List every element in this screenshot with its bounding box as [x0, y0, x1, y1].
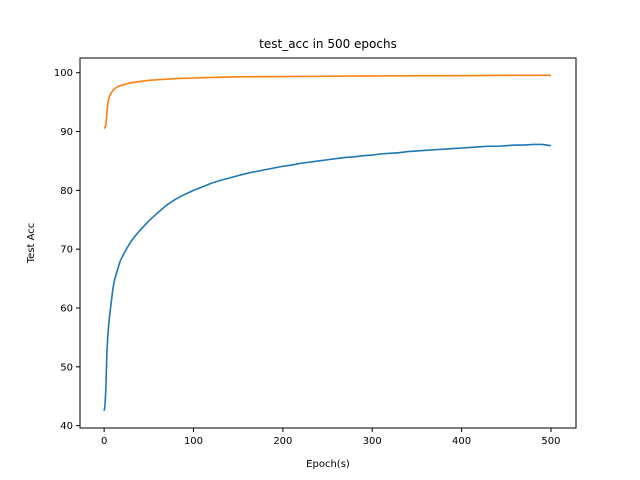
axes-frame [79, 57, 577, 429]
series-line-2 [103, 74, 551, 130]
y-axis: 40 50 60 70 80 90 100 [54, 68, 80, 432]
x-tick-label: 500 [541, 436, 560, 447]
y-tick-label: 70 [60, 245, 73, 256]
y-tick-label: 60 [60, 304, 73, 315]
y-tick-label: 80 [60, 186, 73, 197]
x-tick-label: 300 [363, 436, 382, 447]
y-tick-label: 100 [54, 68, 73, 79]
x-axis-label: Epoch(s) [306, 459, 350, 470]
y-tick-label: 50 [60, 362, 73, 373]
x-axis: 0 100 200 300 400 500 [101, 428, 561, 447]
x-tick-label: 0 [101, 436, 107, 447]
y-tick-label: 40 [60, 421, 73, 432]
x-tick-label: 200 [273, 436, 292, 447]
series-line-1 [103, 143, 552, 412]
x-tick-label: 100 [184, 436, 203, 447]
plot-area [79, 57, 577, 429]
y-axis-label: Test Acc [26, 223, 37, 265]
chart-title: test_acc in 500 epochs [259, 37, 397, 51]
x-tick-label: 400 [452, 436, 471, 447]
series-layer [103, 74, 552, 412]
y-tick-label: 90 [60, 127, 73, 138]
